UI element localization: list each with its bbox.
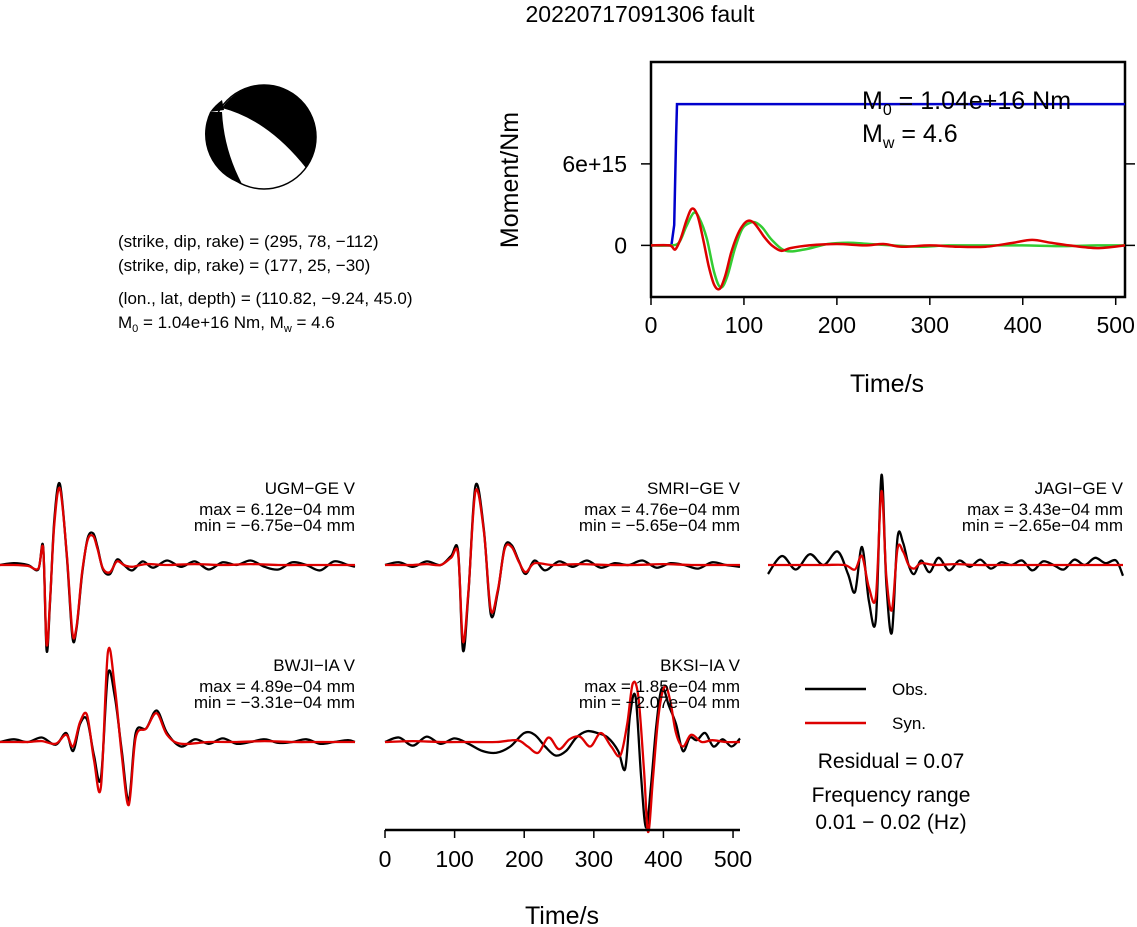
station-label: SMRI−GE V — [647, 479, 741, 498]
waveform-xlabel: Time/s — [525, 902, 599, 927]
stf-mw-annotation: Mw = 4.6 — [862, 120, 958, 152]
moment-rest: = 1.04e+16 Nm, M — [138, 313, 284, 332]
stf-xtick-label: 0 — [645, 312, 658, 338]
stf-xtick-label: 300 — [911, 312, 949, 338]
figure-title: 20220717091306 fault — [526, 1, 756, 27]
legend-obs-label: Obs. — [892, 680, 928, 699]
stf-ylabel: Moment/Nm — [496, 112, 524, 248]
stf-series-group — [650, 102, 1126, 291]
waveform-xtick-label: 300 — [575, 846, 613, 872]
stf-xtick-label: 500 — [1097, 312, 1135, 338]
stf-m0-annotation: M0 = 1.04e+16 Nm — [862, 87, 1071, 119]
stf-ytick-label: 6e+15 — [562, 151, 627, 177]
stf-series-line-2 — [650, 211, 1126, 289]
station-max: max = 4.89e−04 mm — [199, 677, 355, 696]
station-max: max = 4.76e−04 mm — [584, 500, 740, 519]
station-max: max = 6.12e−04 mm — [199, 500, 355, 519]
waveform-xtick-label: 500 — [714, 846, 752, 872]
legend: Obs. Syn. Residual = 0.07 Frequency rang… — [805, 680, 970, 834]
station-max: max = 3.43e−04 mm — [967, 500, 1123, 519]
waveform-xtick-label: 400 — [644, 846, 682, 872]
moment-end: = 4.6 — [292, 313, 335, 332]
waveform-xtick-label: 100 — [435, 846, 473, 872]
moment-subw: w — [283, 323, 292, 335]
residual-text: Residual = 0.07 — [818, 750, 965, 773]
synthetic-trace — [384, 680, 741, 834]
stf-series-line-1 — [651, 102, 1125, 247]
stf-x-axis: 0 100 200 300 400 500 — [645, 297, 1135, 338]
stf-m0-m: M — [862, 87, 883, 115]
legend-syn-label: Syn. — [892, 714, 926, 733]
station-max: max = 1.85e−04 mm — [584, 677, 740, 696]
station-min: min = −6.75e−04 mm — [194, 516, 355, 535]
moment-rate-chart: 0 100 200 300 400 500 0 6e+15 Moment/Nm Time/s… — [496, 60, 1135, 398]
mechanism-location: (lon., lat, depth) = (110.82, −9.24, 45.… — [118, 289, 413, 308]
stf-plot-frame — [649, 60, 1127, 299]
moment-m: M — [118, 313, 132, 332]
station-label: BWJI−IA V — [273, 656, 355, 675]
stf-xtick-label: 100 — [725, 312, 763, 338]
station-label: JAGI−GE V — [1035, 479, 1124, 498]
stf-mw-sub: w — [882, 135, 895, 152]
waveform-xtick-label: 200 — [505, 846, 543, 872]
waveform-xtick-label: 0 — [379, 846, 392, 872]
station-min: min = −2.65e−04 mm — [962, 516, 1123, 535]
waveform-x-axis: 0 100 200 300 400 500 — [379, 828, 752, 872]
station-label: UGM−GE V — [265, 479, 356, 498]
station-min: min = −3.31e−04 mm — [194, 693, 355, 712]
stf-xtick-label: 400 — [1004, 312, 1042, 338]
moment-sub0: 0 — [132, 323, 138, 335]
synthetic-trace — [384, 488, 740, 644]
station-label: BKSI−IA V — [660, 656, 741, 675]
stf-xtick-label: 200 — [818, 312, 856, 338]
mechanism-moment: M0 = 1.04e+16 Nm, Mw = 4.6 — [118, 313, 335, 335]
observed-trace — [767, 473, 1125, 635]
stf-m0-sub: 0 — [883, 102, 892, 119]
synthetic-trace — [0, 486, 355, 647]
stf-mw-m: M — [862, 120, 883, 148]
synthetic-trace — [0, 646, 355, 807]
focal-mechanism-beachball — [205, 84, 317, 190]
stf-mw-value: = 4.6 — [894, 120, 957, 148]
synthetic-trace — [767, 490, 1123, 612]
mechanism-plane2: (strike, dip, rake) = (177, 25, −30) — [118, 256, 370, 275]
stf-series-line-3 — [650, 207, 1126, 291]
mechanism-plane1: (strike, dip, rake) = (295, 78, −112) — [118, 232, 378, 251]
station-min: min = −2.07e−04 mm — [579, 693, 740, 712]
stf-y-axis: 0 6e+15 — [562, 151, 1135, 258]
stf-ytick-label: 0 — [614, 232, 627, 258]
frequency-range-value: 0.01 − 0.02 (Hz) — [815, 811, 966, 834]
frequency-range-label: Frequency range — [812, 784, 971, 807]
stf-xlabel: Time/s — [850, 370, 924, 398]
stf-m0-value: = 1.04e+16 Nm — [892, 87, 1071, 115]
station-min: min = −5.65e−04 mm — [579, 516, 740, 535]
